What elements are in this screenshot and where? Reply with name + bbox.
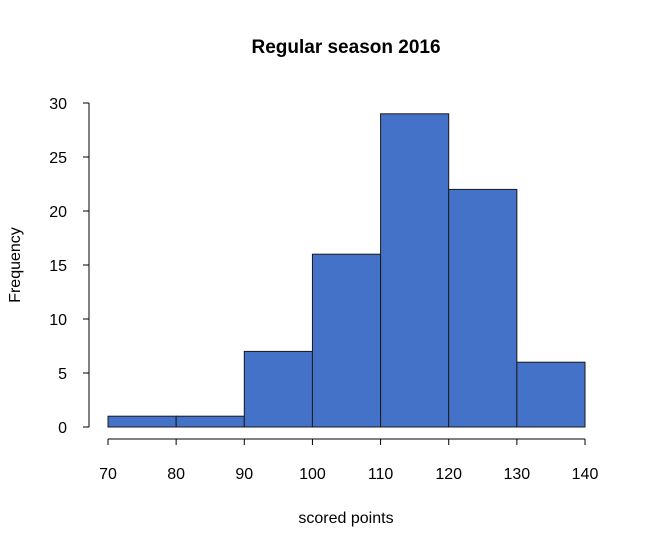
bar-80-90 xyxy=(175,415,245,428)
x-tick-label-130: 130 xyxy=(504,466,531,483)
x-tick-label-140: 140 xyxy=(572,466,599,483)
y-tick-label-10: 10 xyxy=(49,312,67,329)
y-tick-label-0: 0 xyxy=(58,420,67,437)
x-tick-label-70: 70 xyxy=(99,466,117,483)
y-axis-label: Frequency xyxy=(7,227,24,303)
bars-group xyxy=(107,113,586,428)
x-tick-label-120: 120 xyxy=(435,466,462,483)
y-axis: 0 5 10 15 20 25 30 xyxy=(49,96,90,437)
bar-100-110 xyxy=(311,253,382,428)
bar-130-140 xyxy=(516,361,586,428)
y-tick-label-25: 25 xyxy=(49,150,67,167)
x-tick-label-90: 90 xyxy=(235,466,253,483)
x-axis: 70 80 90 100 110 120 130 140 xyxy=(99,438,599,483)
y-tick-label-15: 15 xyxy=(49,258,67,275)
chart-title: Regular season 2016 xyxy=(251,37,440,58)
y-tick-label-30: 30 xyxy=(49,96,67,113)
x-tick-label-80: 80 xyxy=(167,466,185,483)
bar-90-100 xyxy=(243,350,313,428)
bar-110-120 xyxy=(380,113,450,428)
bar-120-130 xyxy=(448,188,518,428)
x-tick-label-110: 110 xyxy=(368,466,394,483)
x-axis-label: scored points xyxy=(298,510,393,527)
x-tick-label-100: 100 xyxy=(299,466,326,483)
y-tick-label-20: 20 xyxy=(49,204,67,221)
bar-70-80 xyxy=(107,415,177,428)
y-tick-label-5: 5 xyxy=(58,366,67,383)
